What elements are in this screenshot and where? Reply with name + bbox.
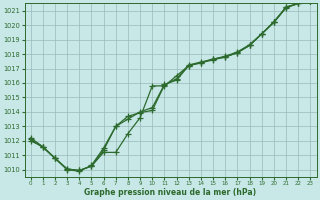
X-axis label: Graphe pression niveau de la mer (hPa): Graphe pression niveau de la mer (hPa) xyxy=(84,188,257,197)
